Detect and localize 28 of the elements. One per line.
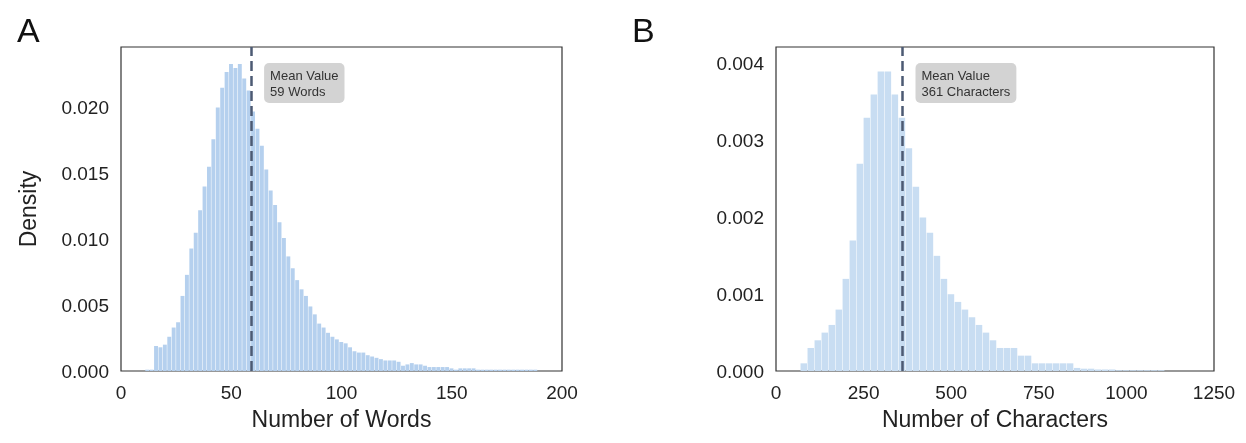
x-tick-label: 0	[115, 382, 127, 403]
y-tick-label: 0.010	[61, 228, 109, 250]
ref-line-label: Mean Value 59 Words	[270, 67, 339, 99]
x-tick-label: 150	[435, 382, 468, 403]
y-tick-label: 0.003	[716, 130, 764, 152]
y-tick-label: 0.002	[716, 206, 764, 228]
x-tick-label: 1250	[1192, 382, 1236, 403]
x-axis-title: Number of Characters	[881, 405, 1109, 432]
x-tick-label: 500	[935, 382, 968, 403]
ref-line-label: Mean Value 361 Characters	[921, 67, 1011, 99]
x-axis-title: Number of Words	[251, 405, 432, 432]
y-tick-label: 0.015	[61, 162, 109, 184]
x-tick-label: 250	[847, 382, 880, 403]
x-tick-label: 100	[325, 382, 358, 403]
x-tick-label: 750	[1022, 382, 1055, 403]
x-tick-label: 0	[770, 382, 782, 403]
y-tick-label: 0.001	[716, 283, 764, 305]
x-tick-label: 1000	[1105, 382, 1148, 403]
y-tick-label: 0.004	[716, 53, 765, 75]
chart-title: A	[17, 11, 40, 49]
y-tick-label: 0.020	[61, 97, 109, 119]
y-axis-title: Density	[14, 170, 41, 248]
x-tick-label: 50	[220, 382, 242, 403]
y-tick-label: 0.000	[716, 360, 764, 382]
chart-title: B	[632, 11, 655, 49]
x-tick-label: 200	[546, 382, 578, 403]
y-tick-label: 0.005	[61, 294, 109, 316]
y-tick-label: 0.000	[61, 360, 109, 382]
